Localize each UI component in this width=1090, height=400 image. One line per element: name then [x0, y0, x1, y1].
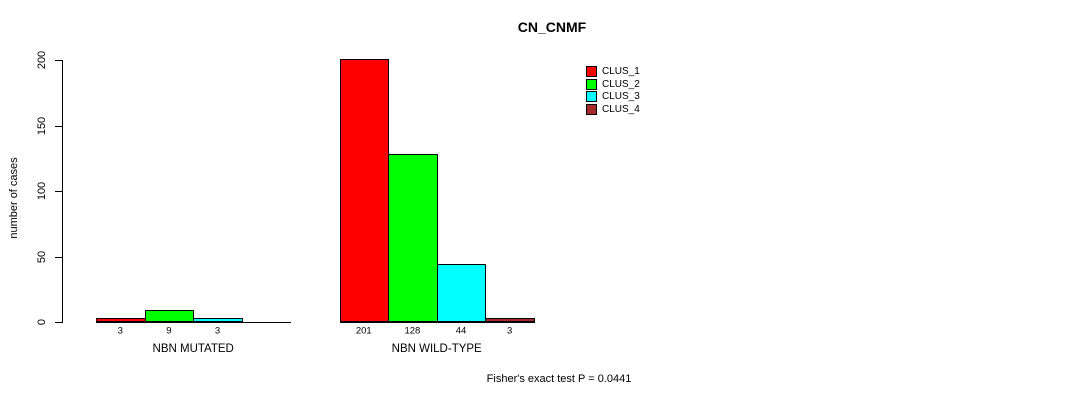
legend: CLUS_1 CLUS_2 CLUS_3 CLUS_4	[586, 65, 640, 116]
legend-item-clus-3: CLUS_3	[586, 90, 640, 103]
bar-value-label: 3	[117, 325, 123, 337]
legend-swatch-clus-3	[586, 91, 597, 103]
bar-nbn-mutated-clus-2	[144, 310, 195, 322]
bar-nbn-wild-type-clus-3	[436, 264, 487, 322]
y-axis-line	[62, 60, 63, 323]
legend-label: CLUS_1	[602, 65, 640, 77]
legend-item-clus-1: CLUS_1	[586, 65, 640, 78]
bar-nbn-mutated-clus-3	[193, 318, 243, 322]
y-axis-tick	[55, 60, 62, 61]
y-axis-title: number of cases	[8, 157, 20, 239]
bar-value-label: 128	[404, 325, 421, 337]
legend-swatch-clus-4	[586, 103, 597, 115]
y-axis-tick-label: 100	[36, 181, 48, 201]
y-axis-tick-label: 0	[36, 318, 48, 326]
group-baseline	[339, 322, 535, 323]
bar-value-label: 44	[455, 325, 467, 337]
y-axis-tick	[55, 125, 62, 127]
bar-nbn-wild-type-clus-4	[485, 318, 535, 322]
bar-nbn-wild-type-clus-2	[388, 154, 438, 322]
y-axis-tick-label: 150	[36, 116, 48, 135]
y-axis-tick-label: 200	[36, 50, 48, 70]
bar-nbn-mutated-clus-1	[96, 318, 146, 322]
bar-value-label: 9	[166, 325, 172, 337]
category-label-nbn-mutated: NBN MUTATED	[152, 343, 234, 355]
y-axis-tick-label: 50	[36, 250, 48, 263]
bar-nbn-wild-type-clus-1	[339, 59, 390, 322]
bar-value-label: 201	[355, 325, 372, 337]
group-baseline	[96, 322, 292, 323]
category-label-nbn-wild-type: NBN WILD-TYPE	[391, 343, 482, 355]
y-axis-tick	[55, 322, 62, 323]
legend-item-clus-4: CLUS_4	[586, 103, 640, 116]
chart-title: CN_CNMF	[517, 19, 587, 35]
legend-swatch-clus-2	[586, 78, 597, 90]
bar-value-label: 3	[214, 325, 221, 337]
y-axis-tick	[55, 191, 62, 192]
bar-value-label: 3	[506, 325, 513, 337]
legend-label: CLUS_3	[602, 91, 640, 103]
legend-label: CLUS_4	[602, 103, 640, 115]
legend-swatch-clus-1	[586, 65, 597, 77]
legend-label: CLUS_2	[602, 78, 640, 90]
y-axis-tick	[55, 256, 62, 258]
legend-item-clus-2: CLUS_2	[586, 78, 640, 91]
fisher-test-annotation: Fisher's exact test P = 0.0441	[486, 373, 632, 385]
